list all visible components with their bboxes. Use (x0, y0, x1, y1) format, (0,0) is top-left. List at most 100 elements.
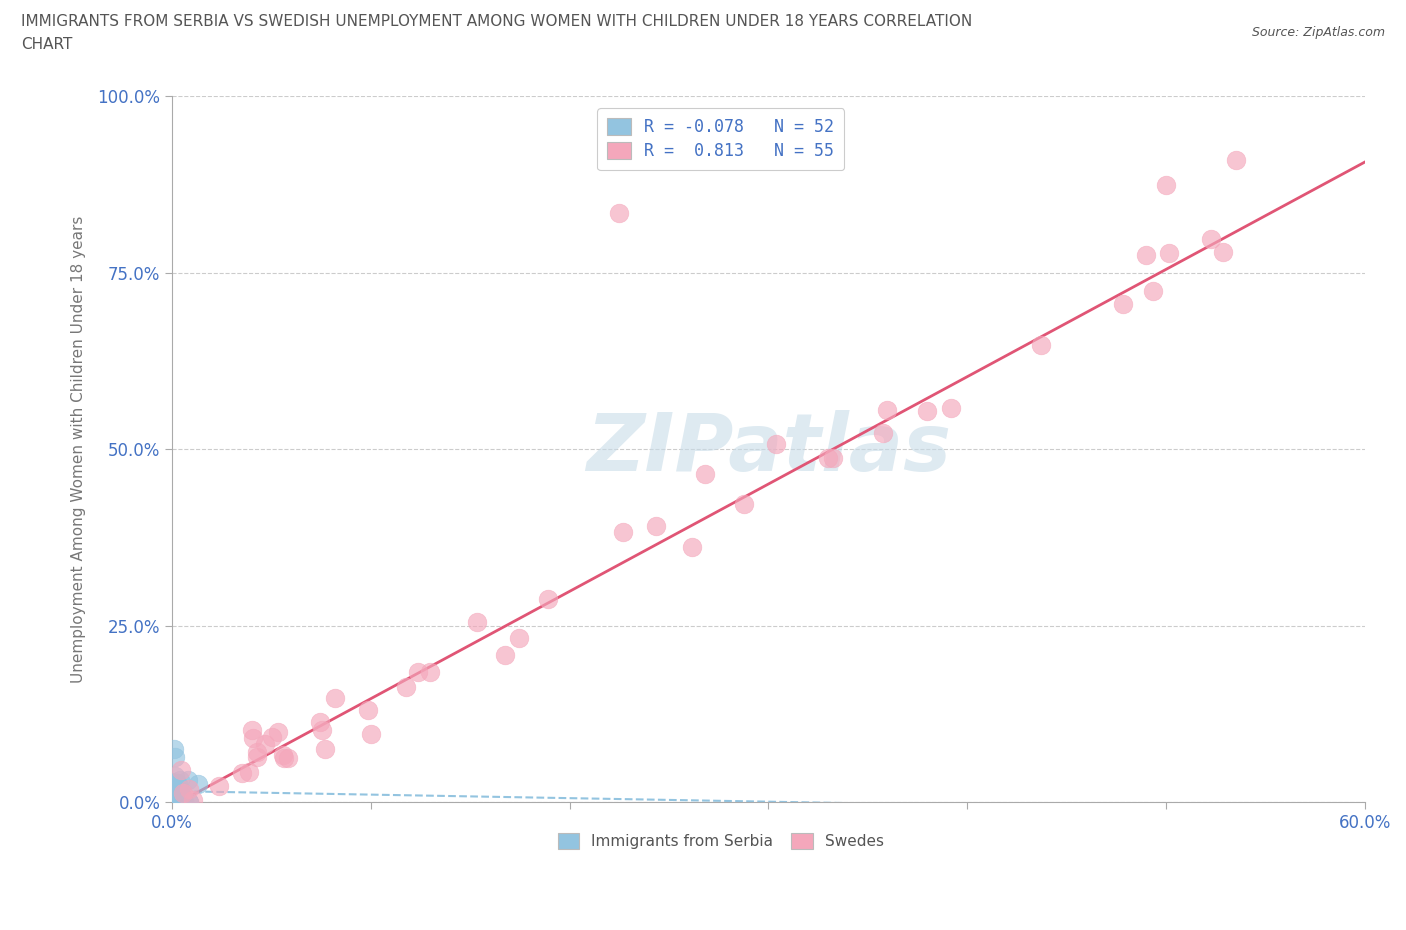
Point (609, 206, 631, 220)
Point (876, 403, 898, 418)
Point (177, 794, 200, 809)
Point (169, 784, 191, 799)
Point (165, 749, 187, 764)
Point (1157, 246, 1180, 260)
Point (693, 466, 716, 481)
Point (733, 497, 755, 512)
Point (162, 788, 184, 803)
Point (163, 783, 186, 798)
Point (167, 778, 190, 793)
Point (167, 790, 190, 804)
Point (1142, 284, 1164, 299)
Point (162, 776, 184, 790)
Point (166, 792, 188, 807)
Point (187, 777, 209, 791)
Point (238, 764, 260, 779)
Point (165, 785, 187, 800)
Point (162, 794, 184, 809)
Point (277, 751, 299, 766)
Point (395, 680, 418, 695)
Point (165, 794, 187, 809)
Point (231, 765, 253, 780)
Point (360, 726, 382, 741)
Point (1212, 245, 1234, 259)
Point (162, 794, 184, 809)
Point (166, 777, 188, 792)
Point (173, 794, 195, 809)
Point (165, 775, 187, 790)
Y-axis label: Unemployment Among Women with Children Under 18 years: Unemployment Among Women with Children U… (72, 216, 86, 683)
Point (165, 768, 187, 783)
Point (167, 780, 190, 795)
Point (872, 426, 894, 441)
Point (314, 742, 336, 757)
Point (172, 790, 194, 804)
Point (166, 781, 188, 796)
Point (253, 737, 276, 751)
Legend: Immigrants from Serbia, Swedes: Immigrants from Serbia, Swedes (548, 824, 893, 858)
Point (681, 539, 703, 554)
Point (357, 702, 380, 717)
Point (915, 404, 938, 418)
Point (273, 751, 295, 765)
Text: IMMIGRANTS FROM SERBIA VS SWEDISH UNEMPLOYMENT AMONG WOMEN WITH CHILDREN UNDER 1: IMMIGRANTS FROM SERBIA VS SWEDISH UNEMPL… (21, 14, 973, 29)
Point (508, 631, 530, 645)
Point (166, 776, 188, 790)
Point (166, 791, 188, 806)
Point (162, 775, 184, 790)
Point (162, 781, 184, 796)
Point (165, 777, 187, 792)
Point (419, 664, 441, 679)
Point (162, 790, 184, 804)
Point (163, 780, 186, 795)
Point (163, 784, 186, 799)
Point (177, 773, 200, 788)
Point (1111, 297, 1133, 312)
Point (169, 773, 191, 788)
Point (246, 745, 269, 760)
Point (406, 665, 429, 680)
Point (242, 731, 264, 746)
Text: ZIPatlas: ZIPatlas (586, 410, 950, 488)
Point (167, 792, 190, 807)
Point (172, 786, 194, 801)
Point (166, 790, 188, 805)
Point (242, 723, 264, 737)
Point (177, 794, 200, 809)
Point (612, 525, 634, 539)
Point (167, 781, 190, 796)
Point (169, 794, 191, 809)
Point (1029, 338, 1052, 352)
Point (262, 730, 284, 745)
Point (166, 776, 188, 790)
Point (163, 742, 186, 757)
Point (311, 723, 333, 737)
Point (162, 783, 184, 798)
Point (246, 750, 269, 764)
Point (167, 791, 190, 806)
Point (162, 777, 184, 791)
Text: CHART: CHART (21, 37, 73, 52)
Point (1199, 232, 1222, 246)
Point (821, 450, 844, 465)
Point (939, 401, 962, 416)
Point (165, 777, 187, 792)
Point (165, 777, 187, 791)
Point (494, 647, 516, 662)
Point (1225, 153, 1247, 167)
Point (765, 436, 787, 451)
Point (169, 790, 191, 804)
Point (162, 793, 184, 808)
Point (271, 748, 294, 763)
Point (165, 782, 187, 797)
Point (1154, 178, 1177, 193)
Text: Source: ZipAtlas.com: Source: ZipAtlas.com (1251, 26, 1385, 39)
Point (172, 791, 194, 806)
Point (645, 518, 668, 533)
Point (817, 451, 839, 466)
Point (169, 783, 191, 798)
Point (465, 615, 488, 630)
Point (323, 690, 346, 705)
Point (267, 724, 290, 739)
Point (162, 785, 184, 800)
